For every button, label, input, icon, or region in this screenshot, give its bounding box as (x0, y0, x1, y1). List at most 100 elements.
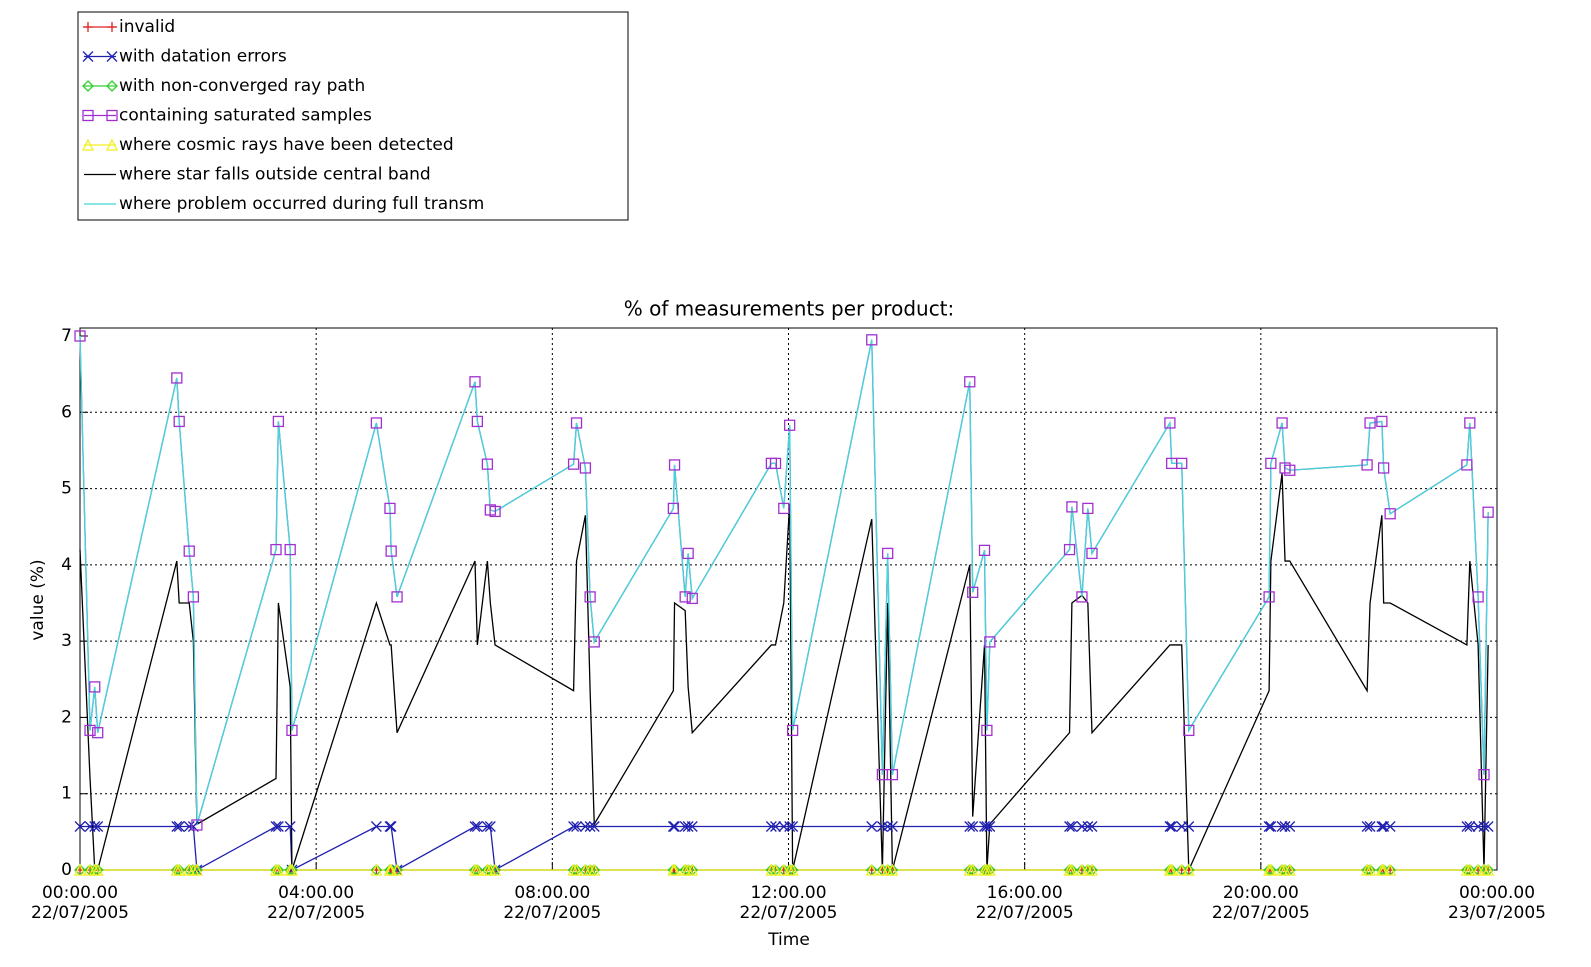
data-point (1075, 863, 1088, 876)
data-point (270, 543, 282, 556)
data-point (1461, 821, 1473, 832)
x-tick-label: 04:00.00 (278, 883, 354, 903)
legend-label: containing saturated samples (119, 106, 372, 126)
data-point (978, 544, 991, 557)
data-point (89, 821, 101, 832)
y-axis-label: value (%) (28, 559, 48, 640)
data-point (778, 502, 790, 515)
data-point (285, 863, 299, 876)
data-point (765, 821, 777, 832)
legend-marker (105, 138, 119, 151)
data-point (1082, 502, 1094, 515)
data-point (270, 821, 282, 832)
data-point (984, 821, 996, 832)
data-point (489, 863, 502, 876)
data-point (272, 863, 285, 876)
data-point (1082, 821, 1094, 832)
chart-title: % of measurements per product: (624, 297, 955, 321)
data-point (183, 545, 195, 557)
legend-marker (106, 51, 118, 62)
data-point (1283, 863, 1296, 876)
legend-marker (106, 109, 118, 122)
legend-marker (82, 51, 94, 62)
data-point (967, 821, 979, 832)
legend-label: with datation errors (119, 47, 287, 67)
data-point (571, 821, 582, 832)
y-tick-label: 1 (61, 784, 72, 804)
data-point (588, 863, 601, 876)
data-point (171, 372, 183, 384)
data-point (75, 865, 85, 875)
data-point (1165, 863, 1178, 876)
legend-label: with non-converged ray path (119, 76, 365, 96)
data-point (584, 821, 596, 832)
data-point (391, 591, 403, 603)
data-point (979, 821, 990, 832)
data-point (1463, 863, 1476, 876)
data-point (579, 821, 591, 832)
y-tick-label: 4 (61, 555, 72, 575)
data-point (1085, 863, 1099, 876)
legend-label: invalid (119, 17, 175, 37)
data-point (886, 821, 898, 832)
data-point (1276, 417, 1288, 429)
data-point (1164, 821, 1176, 832)
x-tick-label: 23/07/2005 (1448, 903, 1546, 923)
data-point (770, 821, 781, 832)
data-point (1176, 457, 1188, 470)
data-point (1361, 459, 1373, 471)
y-tick-label: 0 (61, 860, 72, 880)
x-tick-label: 22/07/2005 (976, 903, 1074, 923)
data-point (1377, 462, 1390, 474)
data-point (173, 415, 185, 428)
data-point (74, 821, 86, 832)
data-point (786, 863, 799, 876)
data-point (787, 821, 799, 832)
data-point (588, 821, 600, 832)
data-point (1482, 863, 1495, 876)
x-tick-label: 22/07/2005 (503, 903, 601, 923)
data-point (1284, 464, 1296, 476)
data-point (866, 865, 877, 875)
legend-marker (81, 138, 95, 151)
legend-marker (107, 22, 117, 32)
data-point (966, 863, 979, 876)
data-point (91, 863, 104, 876)
data-point (1086, 547, 1098, 560)
data-point (886, 863, 899, 876)
data-point (669, 821, 681, 832)
series-line (80, 825, 1489, 872)
data-point (866, 334, 878, 346)
x-tick-label: 00:00.00 (42, 883, 118, 903)
data-point (92, 727, 104, 739)
legend-marker (83, 22, 93, 32)
data-point (1265, 457, 1277, 470)
data-point (1478, 821, 1490, 832)
legend-marker (82, 80, 94, 92)
data-point (570, 863, 583, 876)
data-point (981, 724, 993, 737)
data-point (1183, 865, 1194, 875)
data-point (668, 863, 681, 876)
data-point (286, 724, 298, 737)
data-point (667, 821, 679, 832)
data-point (568, 821, 580, 832)
data-point (1472, 863, 1485, 876)
data-point (1376, 821, 1388, 832)
data-point (190, 863, 203, 876)
data-point (471, 863, 484, 876)
y-tick-label: 2 (61, 707, 72, 727)
data-point (686, 821, 698, 832)
data-point (1066, 501, 1078, 513)
data-point (777, 863, 790, 876)
data-point (1164, 417, 1176, 429)
data-point (1183, 724, 1195, 737)
data-point (471, 821, 483, 832)
data-point (1166, 821, 1178, 832)
data-point (1263, 591, 1275, 603)
data-point (1364, 821, 1376, 832)
data-point (187, 591, 200, 603)
x-tick-label: 12:00.00 (750, 883, 826, 903)
x-tick-label: 22/07/2005 (267, 903, 365, 923)
data-point (1461, 459, 1473, 471)
